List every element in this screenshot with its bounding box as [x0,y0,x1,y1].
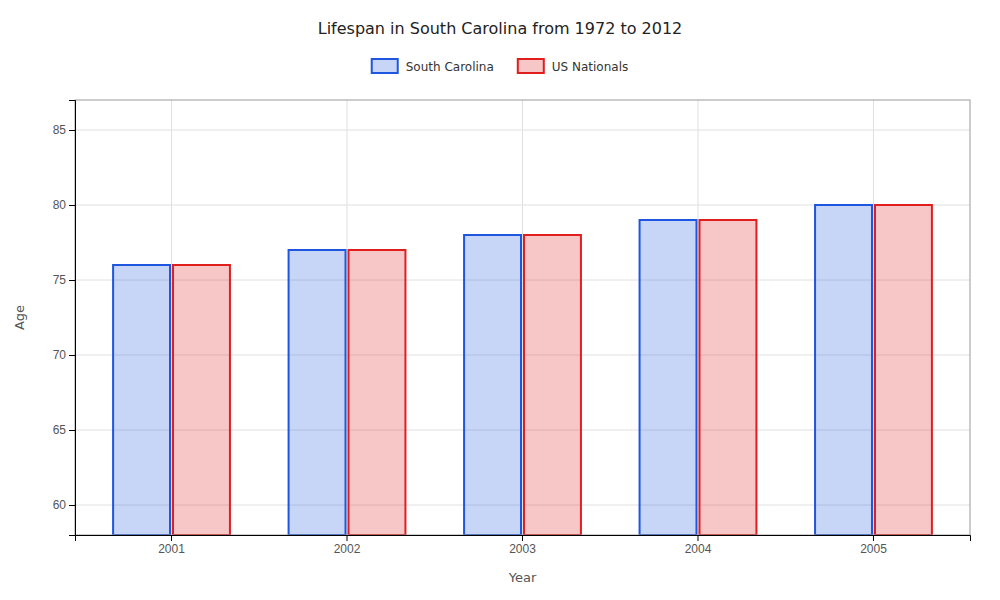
plot-frame [75,100,970,535]
x-grid-line [522,100,523,535]
y-axis: 60 65 70 75 80 85 [53,101,76,536]
y-tick-mark [69,430,75,431]
bar [464,235,521,535]
x-tick: 2004 [685,535,712,556]
chart-svg: 60 65 70 75 80 85 2001 2002 2003 2004 2005 Year Age L… [0,0,1000,600]
bar-series [173,205,932,535]
x-tick-label: 2004 [685,542,712,556]
y-tick-mark [69,130,75,131]
x-tick-label: 2005 [860,542,887,556]
bar [289,250,346,535]
x-tick-mark [697,535,698,541]
y-tick: 60 [53,498,75,512]
bar [815,205,872,535]
y-tick-mark [69,355,75,356]
grid [75,100,970,535]
x-tick-mark [347,535,348,541]
y-tick: 80 [53,198,75,212]
y-tick-mark [69,280,75,281]
x-tick-mark [522,535,523,541]
x-grid-line [873,100,874,535]
x-tick: 2001 [158,535,185,556]
bar [349,250,406,535]
legend-swatch [518,59,544,73]
y-tick-mark [69,205,75,206]
y-tick-label: 60 [53,498,67,512]
y-tick: 65 [53,423,75,437]
x-tick-label: 2001 [158,542,185,556]
x-axis-title: Year [508,570,537,585]
y-axis-line [69,101,76,536]
legend-item: US Nationals [518,59,628,74]
legend: South Carolina US Nationals [372,59,629,74]
x-axis: 2001 2002 2003 2004 2005 [76,535,971,556]
bar [640,220,697,535]
bar [113,265,170,535]
plot-area: 60 65 70 75 80 85 2001 2002 2003 2004 2005 [53,100,971,556]
x-tick: 2005 [860,535,887,556]
y-tick: 85 [53,123,75,137]
x-axis-line [76,536,971,542]
legend-swatch [372,59,398,73]
legend-label: South Carolina [406,60,494,74]
y-tick-label: 65 [53,423,67,437]
x-tick-mark [873,535,874,541]
chart-title: Lifespan in South Carolina from 1972 to … [318,19,683,38]
y-tick-label: 85 [53,123,67,137]
x-tick: 2003 [509,535,536,556]
legend-label: US Nationals [552,60,628,74]
bar [875,205,932,535]
x-tick-label: 2003 [509,542,536,556]
x-tick-mark [171,535,172,541]
y-tick-label: 80 [53,198,67,212]
y-tick-label: 75 [53,273,67,287]
bar [699,220,756,535]
x-tick-label: 2002 [334,542,361,556]
y-tick-mark [69,505,75,506]
y-axis-title: Age [12,305,27,330]
y-tick: 70 [53,348,75,362]
bar-series [113,205,872,535]
y-tick: 75 [53,273,75,287]
x-tick: 2002 [334,535,361,556]
x-grid-line [171,100,172,535]
bar [173,265,230,535]
y-tick-label: 70 [53,348,67,362]
x-grid-line [347,100,348,535]
legend-item: South Carolina [372,59,494,74]
x-grid-line [697,100,698,535]
bar [524,235,581,535]
marks [113,205,932,535]
